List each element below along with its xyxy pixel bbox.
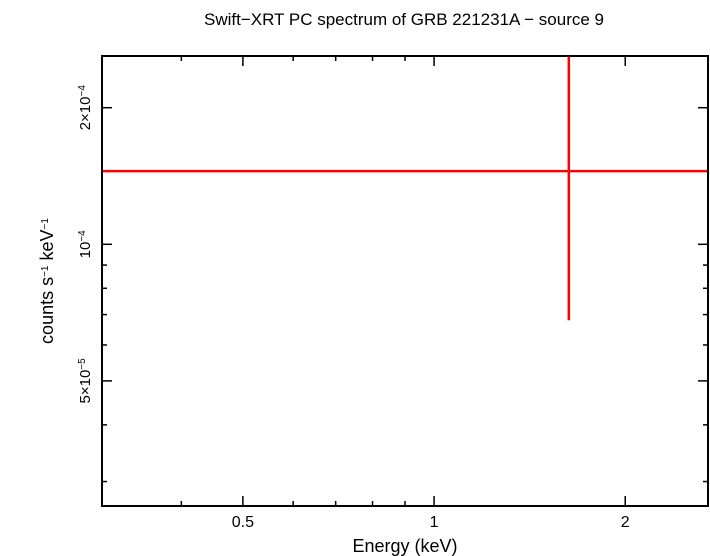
y-tick-label: 5×10−5 <box>77 358 95 404</box>
x-tick-label: 1 <box>430 514 439 531</box>
x-tick-labels: 0.5 1 2 <box>232 514 630 531</box>
x-tick-label: 0.5 <box>232 514 254 531</box>
x-axis-label: Energy (keV) <box>352 536 457 556</box>
data-layer <box>102 56 708 321</box>
axis-ticks <box>101 56 708 506</box>
y-axis-label: counts s−1 keV−1 <box>37 218 57 344</box>
y-tick-label: 10−4 <box>77 230 95 259</box>
x-tick-label: 2 <box>621 514 630 531</box>
y-tick-labels: 5×10−5 10−4 2×10−4 <box>77 85 95 404</box>
y-tick-label: 2×10−4 <box>77 85 95 131</box>
chart-title: Swift−XRT PC spectrum of GRB 221231A − s… <box>204 10 604 29</box>
plot-frame <box>101 55 709 507</box>
